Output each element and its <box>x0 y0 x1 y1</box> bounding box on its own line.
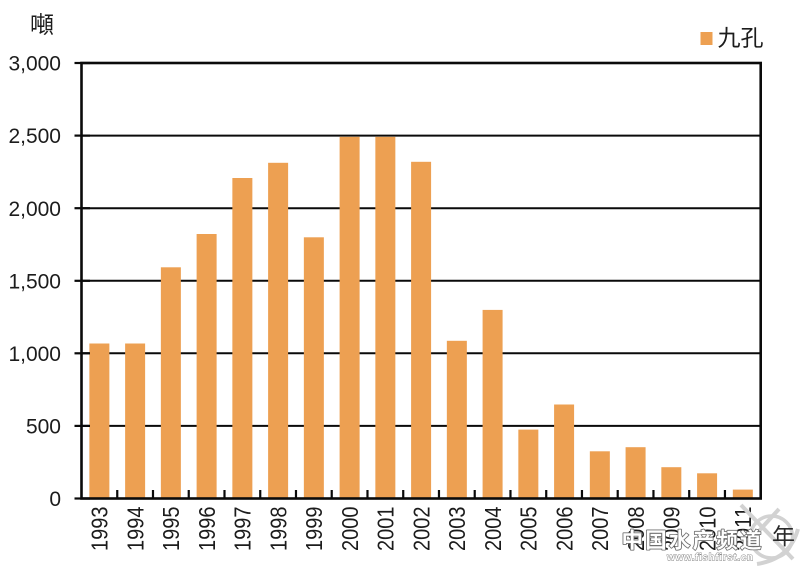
svg-text:2005: 2005 <box>516 507 542 552</box>
svg-text:2004: 2004 <box>480 506 506 551</box>
svg-text:3,000: 3,000 <box>8 53 61 76</box>
svg-text:1996: 1996 <box>194 507 220 552</box>
svg-text:2006: 2006 <box>551 507 577 552</box>
svg-text:2000: 2000 <box>337 507 363 552</box>
svg-text:2003: 2003 <box>444 507 470 552</box>
svg-text:2001: 2001 <box>373 507 399 552</box>
svg-text:2,500: 2,500 <box>8 125 61 148</box>
svg-text:www.fishfirst.cn: www.fishfirst.cn <box>666 553 753 564</box>
svg-text:1994: 1994 <box>122 506 148 551</box>
svg-text:2002: 2002 <box>408 507 434 552</box>
svg-text:1995: 1995 <box>158 507 184 552</box>
svg-text:500: 500 <box>26 416 61 439</box>
svg-text:1998: 1998 <box>265 507 291 552</box>
svg-text:2007: 2007 <box>587 507 613 552</box>
svg-text:1993: 1993 <box>87 507 113 552</box>
svg-text:2,000: 2,000 <box>8 198 61 221</box>
svg-text:0: 0 <box>49 488 61 511</box>
svg-text:1,000: 1,000 <box>8 343 61 366</box>
svg-text:1999: 1999 <box>301 507 327 552</box>
svg-text:1997: 1997 <box>230 507 256 552</box>
svg-text:1,500: 1,500 <box>8 270 61 293</box>
